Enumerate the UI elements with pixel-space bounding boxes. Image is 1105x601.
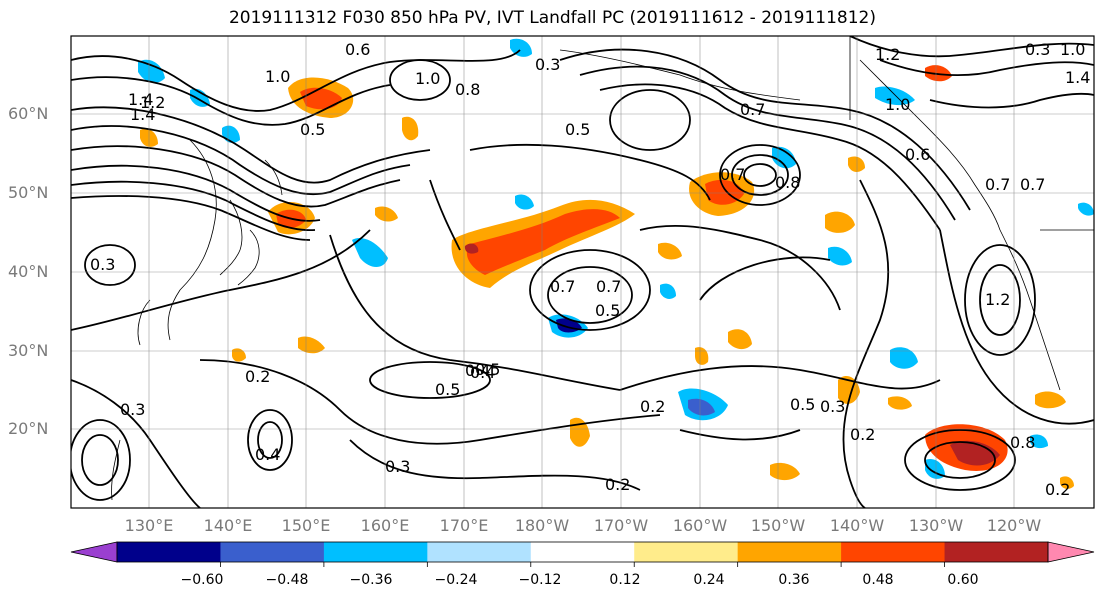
- contour-label: 0.7: [720, 165, 745, 184]
- contour-label: 0.3: [535, 55, 560, 74]
- contour-label: 0.2: [245, 367, 270, 386]
- contour-label: 1.2: [140, 93, 165, 112]
- lon-label: 170°W: [593, 516, 649, 535]
- lon-label: 160°W: [672, 516, 728, 535]
- contour-label: 0.4: [465, 361, 490, 380]
- contour-label: 0.4: [470, 363, 495, 382]
- colorbar-tick: 0.12: [609, 572, 641, 588]
- colorbar-segment: [737, 542, 842, 562]
- contour-label: 1.0: [415, 69, 440, 88]
- contour-label: 1.4: [130, 105, 155, 124]
- contour-label: 1.0: [1060, 40, 1085, 59]
- contour-label: 0.5: [595, 301, 620, 320]
- contour-label: 0.6: [905, 145, 930, 164]
- contour-label: 0.7: [596, 277, 621, 296]
- lat-label: 20°N: [8, 419, 49, 438]
- shading-layer: [138, 38, 1094, 489]
- colorbar-tick: −0.36: [349, 572, 393, 588]
- contour-label: 0.7: [550, 277, 575, 296]
- lon-label: 150°W: [750, 516, 806, 535]
- lon-label: 120°W: [986, 516, 1042, 535]
- contour-label: 0.7: [740, 100, 765, 119]
- colorbar-segment: [220, 542, 325, 562]
- colorbar-segment: [634, 542, 739, 562]
- colorbar-extend-max: [1047, 541, 1095, 563]
- lon-label: 160°E: [360, 516, 410, 535]
- colorbar-segment: [530, 542, 635, 562]
- contour-label: 0.5: [435, 380, 460, 399]
- contour-label: 0.7: [1020, 175, 1045, 194]
- contour-label: 0.4: [255, 445, 280, 464]
- colorbar-tick: 0.36: [778, 572, 810, 588]
- contour-label: 1.2: [985, 290, 1010, 309]
- lat-label: 60°N: [8, 104, 49, 123]
- lon-label: 150°E: [281, 516, 331, 535]
- colorbar-tick: 0.60: [947, 572, 979, 588]
- contour-label: 0.8: [455, 80, 480, 99]
- contour-labels: 1.40.61.01.21.40.50.70.50.71.00.80.50.30…: [90, 40, 1090, 499]
- contour-label: 0.8: [1010, 433, 1035, 452]
- coastline-layer: [111, 36, 1094, 501]
- gridlines: [71, 36, 1094, 508]
- colorbar-frame: [116, 541, 1049, 563]
- negative-region-west: [138, 59, 165, 83]
- colorbar-segment: [841, 542, 946, 562]
- colorbar: [70, 541, 1095, 567]
- contour-label: 0.3: [1025, 40, 1050, 59]
- contour-label: 0.5: [565, 120, 590, 139]
- lon-label: 130°W: [908, 516, 964, 535]
- colorbar-tick: 0.24: [693, 572, 725, 588]
- contour-label: 0.7: [985, 175, 1010, 194]
- colorbar-tick: 0.48: [862, 572, 894, 588]
- colorbar-tick: −0.60: [180, 572, 224, 588]
- contour-label: 0.3: [120, 400, 145, 419]
- contour-label: 0.5: [475, 360, 500, 379]
- contour-label: 1.0: [265, 67, 290, 86]
- colorbar-tick: −0.24: [434, 572, 478, 588]
- lon-label: 180°W: [514, 516, 570, 535]
- map-title: 2019111312 F030 850 hPa PV, IVT Landfall…: [228, 8, 876, 28]
- contour-label: 0.5: [790, 395, 815, 414]
- lon-label: 140°W: [829, 516, 885, 535]
- colorbar-segment: [944, 542, 1049, 562]
- contour-label: 0.5: [300, 120, 325, 139]
- lat-label: 40°N: [8, 262, 49, 281]
- colorbar-segment: [323, 542, 428, 562]
- lat-label: 50°N: [8, 183, 49, 202]
- colorbar-tick: −0.12: [518, 572, 562, 588]
- contour-label: 0.2: [640, 397, 665, 416]
- contour-label: 0.2: [1045, 480, 1070, 499]
- contour-label: 0.2: [850, 425, 875, 444]
- lon-label: 130°E: [124, 516, 174, 535]
- lon-label: 170°E: [439, 516, 489, 535]
- colorbar-tick: −0.48: [265, 572, 309, 588]
- contour-label: 0.8: [775, 173, 800, 192]
- contour-label: 0.3: [820, 397, 845, 416]
- contour-label: 1.0: [885, 95, 910, 114]
- contour-label: 1.4: [1065, 68, 1090, 87]
- contour-label: 0.3: [90, 255, 115, 274]
- colorbar-segment: [427, 542, 532, 562]
- contour-label: 0.2: [605, 475, 630, 494]
- colorbar-extend-min: [70, 541, 118, 563]
- lat-label: 30°N: [8, 341, 49, 360]
- contour-label: 0.3: [385, 457, 410, 476]
- contour-label: 0.6: [345, 40, 370, 59]
- lon-label: 140°E: [203, 516, 253, 535]
- contour-layer: [71, 36, 1094, 508]
- map-frame: [70, 35, 1095, 509]
- contour-label: 1.4: [128, 90, 153, 109]
- contour-label: 1.2: [875, 45, 900, 64]
- colorbar-segment: [117, 542, 221, 562]
